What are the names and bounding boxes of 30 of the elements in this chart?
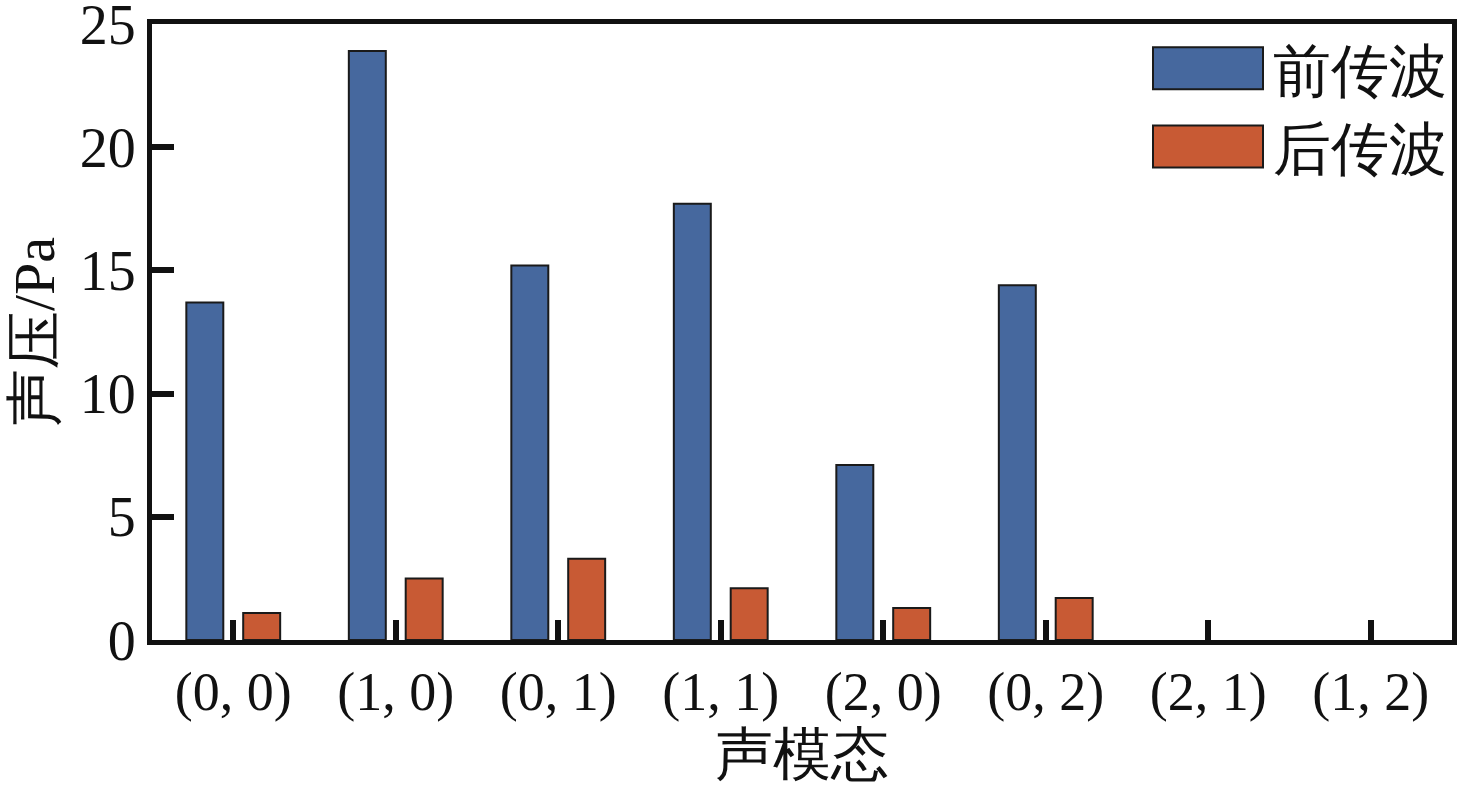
y-tick-label: 5 [107,486,136,549]
x-tick-label: (0, 1) [499,661,617,722]
legend-label: 后传波 [1273,117,1447,183]
bar [1054,597,1094,640]
bar [835,464,875,640]
y-tick-label: 20 [79,116,136,179]
bar [347,50,387,640]
x-tick-label: (0, 0) [174,661,292,722]
x-tick-label: (2, 0) [824,661,942,722]
y-tick-label: 10 [79,363,136,426]
x-axis-title: 声模态 [715,721,889,787]
bar [242,611,282,640]
bar [510,264,550,640]
bar [185,301,225,640]
y-tick-label: 15 [79,240,136,302]
legend-label: 前传波 [1273,38,1447,104]
bar [892,606,932,640]
y-tick-label: 0 [107,609,136,672]
bar [404,577,444,640]
x-tick-label: (0, 2) [987,661,1105,722]
x-tick-label: (1, 2) [1312,661,1430,722]
bar [997,284,1037,640]
bar [672,202,712,640]
y-tick-label: 25 [79,0,136,56]
y-axis-title: 声压/Pa [2,236,67,428]
x-tick-label: (1, 1) [662,661,780,722]
x-tick-label: (2, 1) [1149,661,1267,722]
bar [567,557,607,640]
bar [729,587,769,640]
x-tick-label: (1, 0) [337,661,455,722]
